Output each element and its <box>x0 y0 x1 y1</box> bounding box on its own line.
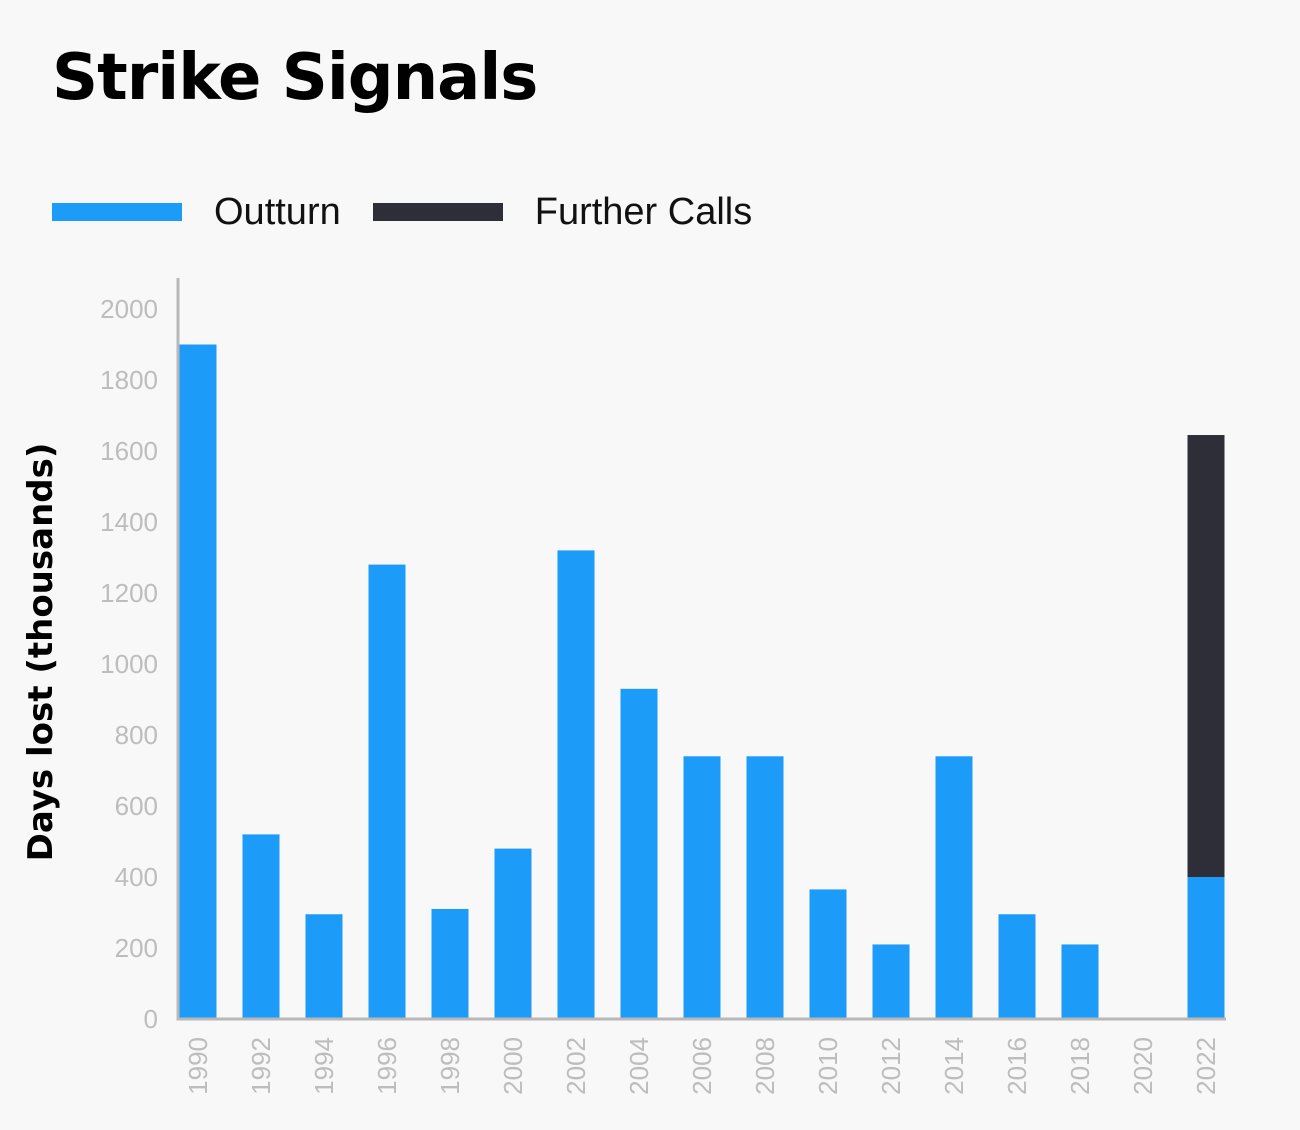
bar-outturn-2022 <box>1187 877 1225 1019</box>
bar-outturn-2000 <box>494 848 532 1019</box>
x-tick-label: 2012 <box>876 1037 906 1095</box>
legend-swatch-outturn <box>52 203 182 221</box>
y-tick-label: 0 <box>144 1004 158 1034</box>
x-tick-label: 2006 <box>687 1037 717 1095</box>
x-tick-label: 2016 <box>1002 1037 1032 1095</box>
x-tick-label: 1994 <box>309 1037 339 1095</box>
bars-layer <box>179 344 1225 1019</box>
legend-label-further-calls: Further Calls <box>534 190 753 233</box>
bar-outturn-2010 <box>809 889 847 1019</box>
bar-further-calls-2022 <box>1187 435 1225 877</box>
bar-outturn-2004 <box>620 688 658 1019</box>
x-tick-label: 2004 <box>624 1037 654 1095</box>
x-tick-label: 1990 <box>183 1037 213 1095</box>
bar-outturn-2016 <box>998 914 1036 1019</box>
chart-title: Strike Signals <box>52 41 538 115</box>
y-tick-labels: 0 200 400 600 800 1000 1200 1400 1600 1800 2000 <box>100 294 158 1034</box>
legend-swatch-further-calls <box>372 203 503 221</box>
x-tick-label: 2008 <box>750 1037 780 1095</box>
x-tick-labels: 1990 1992 1994 1996 1998 2000 2002 2004 2006 2008… <box>183 1037 1221 1095</box>
y-tick-label: 200 <box>115 933 158 963</box>
y-tick-label: 1200 <box>100 578 158 608</box>
y-tick-label: 2000 <box>100 294 158 324</box>
y-tick-label: 800 <box>115 720 158 750</box>
bar-outturn-1996 <box>368 564 406 1019</box>
bar-outturn-1992 <box>242 834 280 1019</box>
y-axis-title: Days lost (thousands) <box>21 443 61 862</box>
y-tick-label: 600 <box>115 791 158 821</box>
x-tick-label: 2002 <box>561 1037 591 1095</box>
legend-item-outturn: Outturn <box>52 191 341 234</box>
bar-outturn-2018 <box>1061 944 1099 1019</box>
x-tick-label: 2018 <box>1065 1037 1095 1095</box>
axes-layer <box>176 278 1226 1021</box>
legend-item-further-calls: Further Calls <box>372 190 753 234</box>
bar-outturn-1994 <box>305 914 343 1019</box>
x-tick-label: 2014 <box>939 1037 969 1095</box>
x-tick-label: 2000 <box>498 1037 528 1095</box>
x-tick-label: 2022 <box>1191 1037 1221 1095</box>
bar-outturn-2012 <box>872 944 910 1019</box>
bar-outturn-1990 <box>179 344 217 1019</box>
bar-outturn-2008 <box>746 756 784 1019</box>
bar-outturn-1998 <box>431 908 469 1019</box>
bar-outturn-2014 <box>935 756 973 1019</box>
x-tick-label: 1998 <box>435 1037 465 1095</box>
x-tick-label: 2020 <box>1128 1037 1158 1095</box>
bar-outturn-2002 <box>557 550 595 1019</box>
x-tick-label: 1996 <box>372 1037 402 1095</box>
x-tick-label: 1992 <box>246 1037 276 1095</box>
y-tick-label: 1600 <box>100 436 158 466</box>
legend-label-outturn: Outturn <box>214 190 341 233</box>
y-tick-label: 400 <box>115 862 158 892</box>
y-tick-label: 1800 <box>100 365 158 395</box>
x-tick-label: 2010 <box>813 1037 843 1095</box>
legend: Outturn Further Calls <box>52 190 784 234</box>
y-tick-label: 1400 <box>100 507 158 537</box>
y-tick-label: 1000 <box>100 649 158 679</box>
bar-outturn-2006 <box>683 756 721 1019</box>
